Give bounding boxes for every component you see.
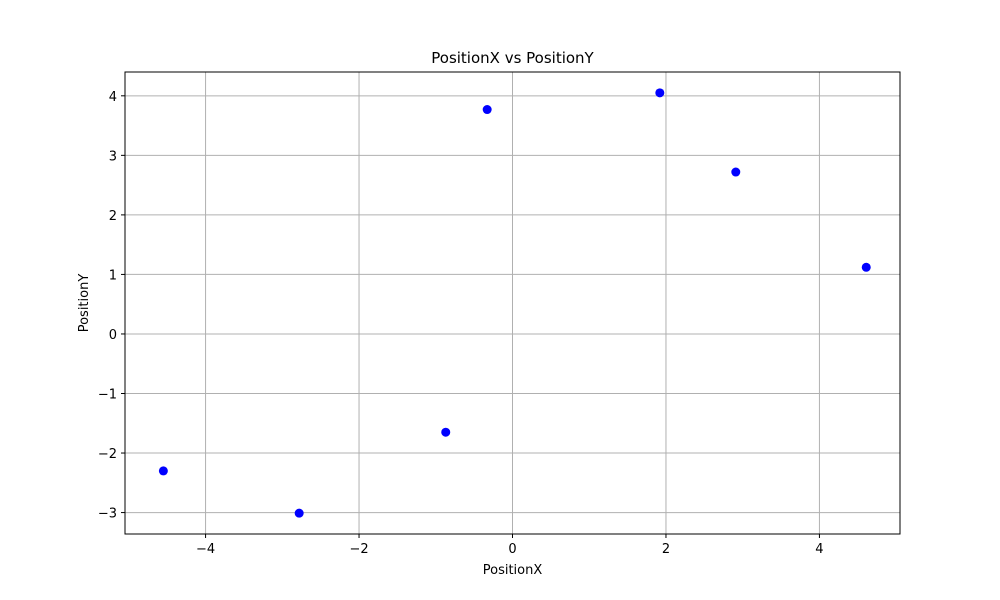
x-tick-label: −2: [349, 542, 368, 557]
y-tick-label: 1: [109, 268, 117, 283]
x-tick-label: −4: [196, 542, 215, 557]
scatter-point: [655, 88, 665, 98]
y-tick-label: −3: [98, 507, 117, 522]
grid-lines: [125, 72, 900, 534]
y-tick-label: 3: [109, 149, 117, 164]
x-tick-label: 4: [815, 542, 823, 557]
chart-title: PositionX vs PositionY: [431, 49, 594, 67]
x-tick-label: 2: [662, 542, 670, 557]
y-tick-label: 2: [109, 209, 117, 224]
scatter-point: [158, 466, 168, 476]
scatter-point: [482, 105, 492, 115]
scatter-point: [441, 427, 451, 437]
y-tick-label: −1: [98, 387, 117, 402]
y-tick-label: 4: [109, 90, 117, 105]
x-axis-label: PositionX: [483, 563, 543, 578]
data-points: [158, 88, 871, 518]
x-tick-label: 0: [508, 542, 516, 557]
scatter-point: [861, 262, 871, 272]
scatter-point: [731, 167, 741, 177]
y-tick-label: −2: [98, 447, 117, 462]
y-axis-label: PositionY: [77, 274, 92, 333]
scatter-point: [294, 508, 304, 518]
axis-ticks: −4 −2 0 2 4 −3 −2 −1 0 1 2 3 4: [98, 90, 824, 557]
y-tick-label: 0: [109, 328, 117, 343]
